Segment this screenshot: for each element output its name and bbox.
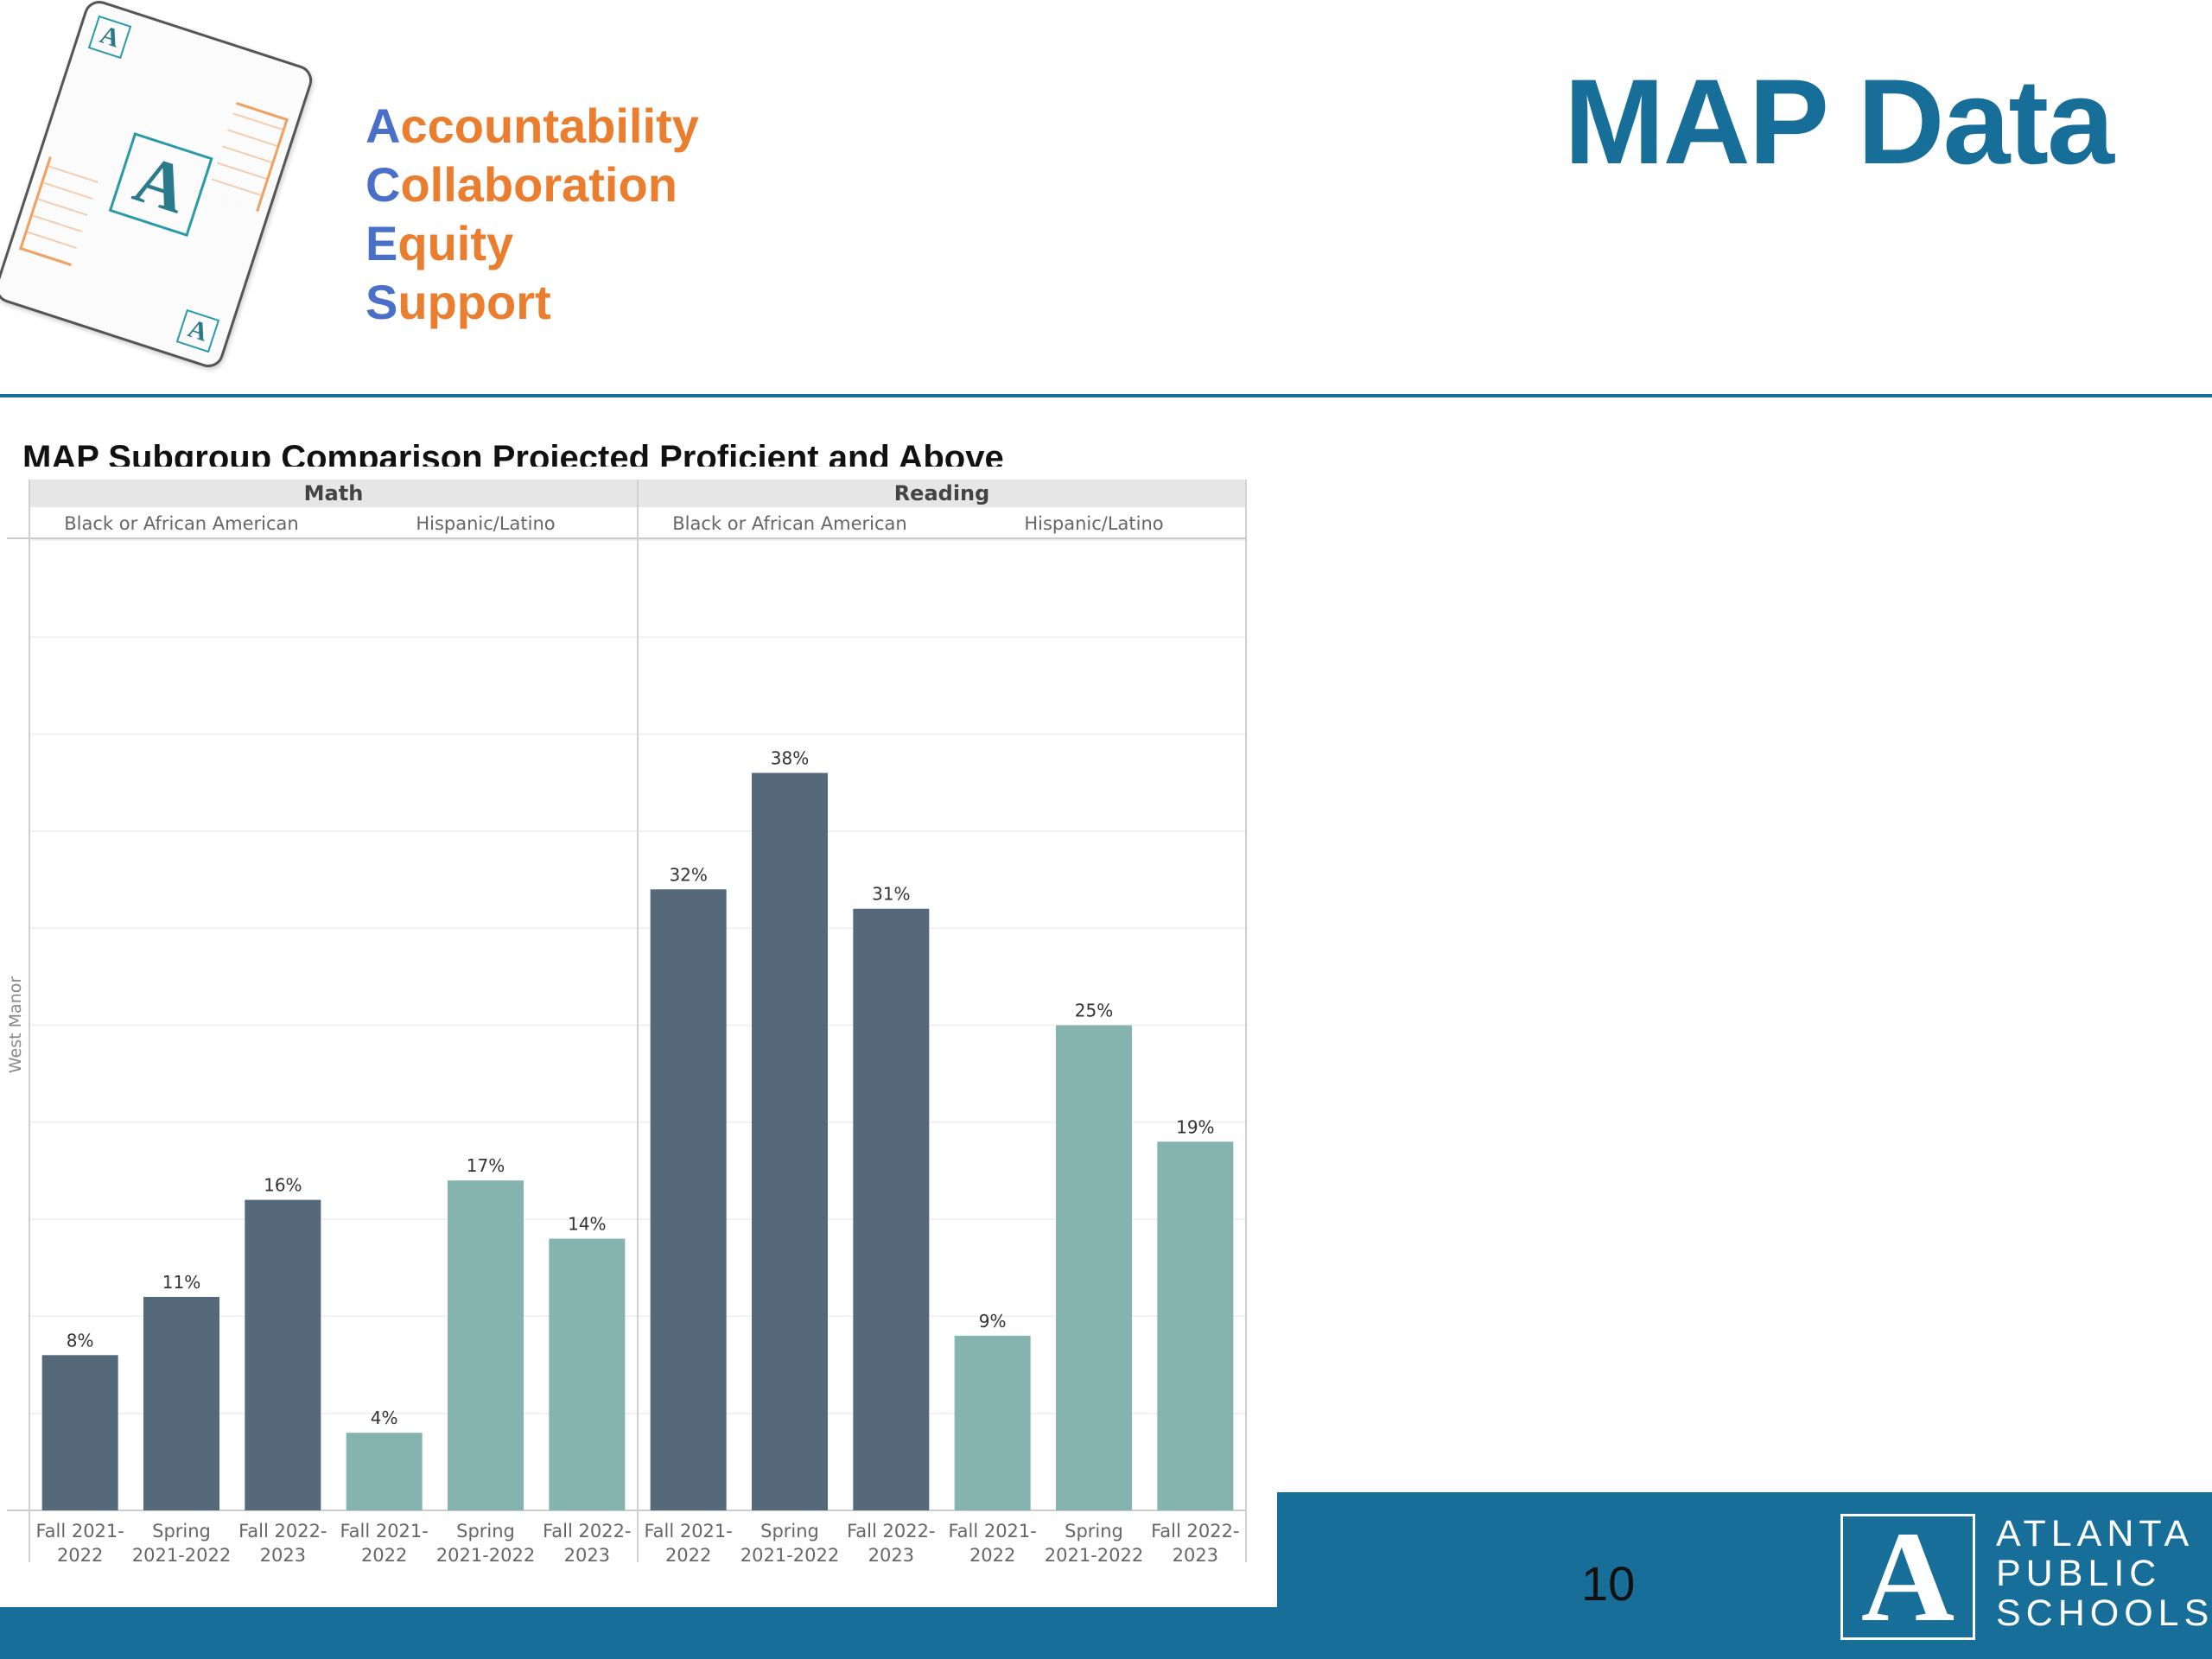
tick-label: Fall 2022-	[238, 1521, 327, 1541]
bar-chart: West Manor Math Black or African American 8…	[6, 480, 1247, 1566]
logo-line-1: ATLANTA	[1996, 1513, 2195, 1554]
data-label: 11%	[162, 1272, 200, 1293]
core-values-list: Accountability Collaboration Equity Support	[365, 97, 699, 332]
group-label: Hispanic/Latino	[1024, 513, 1163, 534]
tick-label: 2022	[665, 1545, 711, 1566]
tick-label: 2022	[361, 1545, 407, 1566]
tick-label: 2021-2022	[436, 1545, 535, 1566]
tick-label: Spring	[152, 1521, 211, 1541]
bar	[954, 1335, 1031, 1510]
tick-label: 2023	[868, 1545, 914, 1566]
data-label: 16%	[264, 1175, 302, 1196]
tick-label: Spring	[1065, 1521, 1123, 1541]
tick-label: Fall 2022-	[543, 1521, 631, 1541]
bar	[245, 1199, 321, 1510]
tick-label: Fall 2022-	[1151, 1521, 1239, 1541]
playing-card-logo: A A A	[0, 0, 316, 372]
bar	[448, 1180, 524, 1510]
card-corner-a-bottom: A	[175, 308, 220, 353]
tick-label: 2023	[260, 1545, 306, 1566]
bar	[650, 889, 727, 1510]
data-label: 8%	[67, 1330, 94, 1351]
core-value-3: Support	[365, 275, 551, 329]
logo-line-3: SCHOOLS	[1996, 1592, 2212, 1634]
aps-logo-icon: A	[1840, 1512, 1975, 1642]
bar	[1056, 1025, 1132, 1510]
card-decoration-bottom	[19, 156, 101, 266]
tick-label: 2022	[57, 1545, 103, 1566]
chart-area: West Manor Math Black or African American 8…	[0, 467, 1277, 1607]
group-label: Black or African American	[64, 513, 298, 534]
tick-label: Spring	[456, 1521, 515, 1541]
card-decoration-top	[207, 102, 289, 212]
group-label: Black or African American	[672, 513, 906, 534]
aps-logo-text: ATLANTA PUBLIC SCHOOLS	[1996, 1514, 2212, 1633]
bar	[1157, 1141, 1234, 1510]
bar	[41, 1355, 118, 1510]
tick-label: Fall 2021-	[644, 1521, 732, 1541]
tick-label: Fall 2022-	[847, 1521, 935, 1541]
tick-label: 2021-2022	[741, 1545, 839, 1566]
page-number: 10	[1581, 1556, 1636, 1611]
data-label: 17%	[467, 1155, 505, 1176]
subject-label: Math	[304, 481, 364, 505]
data-label: 38%	[771, 748, 809, 769]
tick-label: 2023	[564, 1545, 610, 1566]
tick-label: 2021-2022	[1045, 1545, 1143, 1566]
card-corner-a: A	[87, 15, 132, 60]
bar	[752, 772, 828, 1510]
data-label: 4%	[371, 1408, 398, 1428]
header-divider	[0, 394, 2212, 397]
chart-title: MAP Subgroup Comparison Projected Profic…	[22, 439, 1004, 467]
card-center-a: A	[108, 132, 213, 238]
group-label: Hispanic/Latino	[416, 513, 555, 534]
tick-label: Fall 2021-	[948, 1521, 1036, 1541]
bar	[143, 1296, 219, 1510]
logo-line-2: PUBLIC	[1996, 1553, 2162, 1594]
data-label: 32%	[669, 864, 707, 885]
core-value-1: Collaboration	[365, 157, 677, 212]
data-label: 19%	[1176, 1116, 1214, 1137]
data-label: 25%	[1075, 1001, 1113, 1021]
tick-label: Fall 2021-	[340, 1521, 428, 1541]
core-value-0: Accountability	[365, 99, 699, 153]
data-label: 14%	[568, 1214, 606, 1235]
tick-label: 2022	[969, 1545, 1015, 1566]
core-value-2: Equity	[365, 216, 514, 270]
tick-label: 2021-2022	[132, 1545, 231, 1566]
bar	[853, 908, 930, 1510]
bar	[549, 1238, 626, 1510]
tick-label: Fall 2021-	[35, 1521, 124, 1541]
tick-label: 2023	[1173, 1545, 1218, 1566]
tick-label: Spring	[760, 1521, 819, 1541]
data-label: 31%	[872, 884, 910, 905]
bar	[346, 1433, 423, 1510]
slide-title: MAP Data	[1564, 54, 2114, 189]
row-label: West Manor	[6, 976, 25, 1073]
subject-label: Reading	[894, 481, 990, 505]
data-label: 9%	[979, 1311, 1007, 1332]
